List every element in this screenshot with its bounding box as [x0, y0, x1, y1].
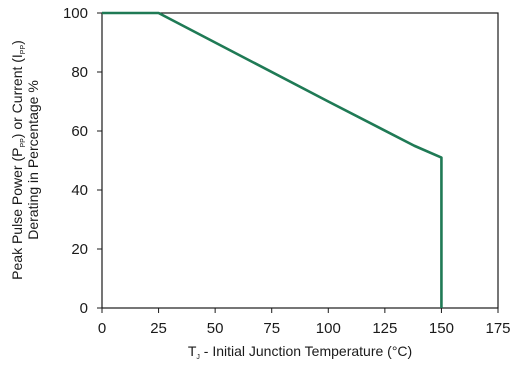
y-axis-title-line1: Peak Pulse Power (PPP) or Current (IPP) [9, 40, 27, 280]
y-tick-label: 20 [71, 241, 88, 258]
x-tick-label: 125 [372, 320, 397, 337]
x-tick-label: 25 [150, 320, 167, 337]
derating-curve [102, 11, 443, 308]
x-tick-label: 175 [485, 320, 510, 337]
y-axis-ticks: 0 20 40 60 80 100 [63, 5, 102, 317]
y-tick-label: 40 [71, 182, 88, 199]
x-tick-label: 150 [429, 320, 454, 337]
y-tick-label: 100 [63, 5, 88, 22]
x-axis-ticks: 0 25 50 75 100 125 150 175 [98, 308, 511, 337]
y-tick-label: 0 [80, 300, 88, 317]
x-tick-label: 50 [207, 320, 224, 337]
y-tick-label: 60 [71, 123, 88, 140]
x-axis-title: TJ - Initial Junction Temperature (°C) [188, 343, 412, 361]
y-tick-label: 80 [71, 64, 88, 81]
x-tick-label: 75 [263, 320, 280, 337]
y-axis-title-line2: Derating in Percentage % [25, 80, 41, 240]
x-tick-label: 100 [316, 320, 341, 337]
plot-area [101, 12, 499, 309]
x-tick-label: 0 [98, 320, 106, 337]
series-group [102, 11, 443, 308]
